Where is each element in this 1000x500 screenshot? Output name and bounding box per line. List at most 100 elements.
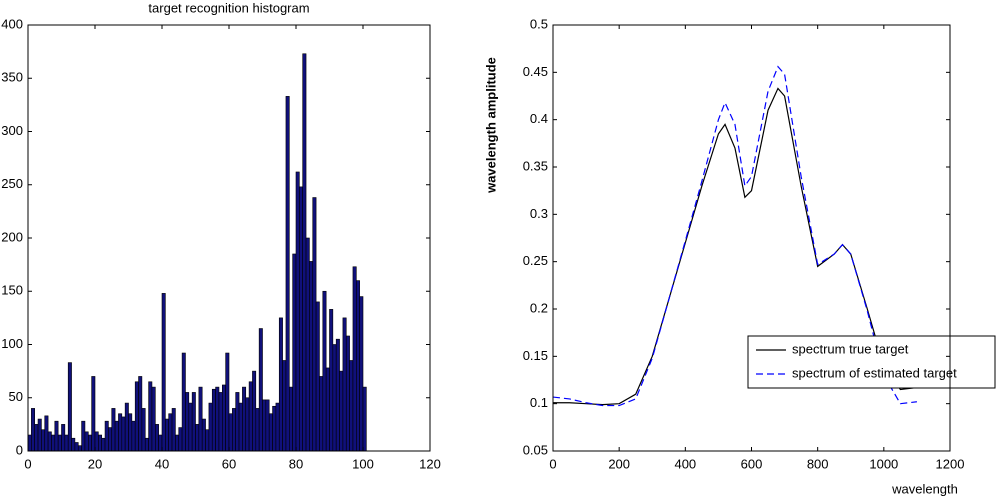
- bar: [235, 392, 240, 452]
- bar: [84, 431, 89, 452]
- bar: [352, 266, 357, 452]
- bar: [252, 370, 257, 452]
- bar: [272, 405, 277, 452]
- bar: [205, 429, 210, 452]
- bar: [51, 434, 56, 452]
- chart-title: target recognition histogram: [148, 0, 309, 15]
- y-tick-label: 0: [16, 442, 23, 457]
- x-tick-label: 800: [807, 456, 829, 471]
- bar: [94, 431, 99, 452]
- bar: [339, 370, 344, 452]
- bar: [175, 434, 180, 452]
- legend-label: spectrum true target: [792, 341, 909, 356]
- bar: [71, 437, 76, 452]
- x-tick-label: 60: [222, 456, 236, 471]
- y-tick-label: 0.45: [523, 64, 548, 79]
- bar: [215, 386, 220, 452]
- bar: [342, 317, 347, 452]
- bar: [258, 328, 263, 452]
- bar: [178, 427, 183, 452]
- x-tick-label: 1200: [936, 456, 965, 471]
- bar: [91, 376, 96, 452]
- bar: [232, 408, 237, 452]
- bar: [309, 261, 314, 452]
- legend-label: spectrum of estimated target: [792, 365, 957, 380]
- bar: [299, 186, 304, 452]
- bar: [168, 413, 173, 452]
- bar: [124, 402, 129, 452]
- bar: [138, 376, 143, 452]
- x-tick-label: 1000: [869, 456, 898, 471]
- bar: [275, 402, 280, 452]
- y-tick-label: 0.4: [530, 111, 548, 126]
- x-axis-label: wavelength: [891, 481, 958, 496]
- legend-box: [747, 335, 996, 389]
- x-tick-label: 0: [549, 456, 556, 471]
- bar: [248, 381, 253, 452]
- bar: [165, 418, 170, 452]
- y-tick-label: 250: [1, 176, 23, 191]
- bar: [57, 434, 62, 452]
- bar: [47, 431, 52, 452]
- bar: [31, 408, 36, 452]
- y-tick-label: 200: [1, 229, 23, 244]
- y-tick-label: 150: [1, 283, 23, 298]
- bar: [54, 420, 59, 452]
- bar: [292, 253, 297, 452]
- bar: [27, 434, 32, 452]
- bar: [34, 424, 39, 452]
- bar: [77, 445, 82, 452]
- x-tick-label: 600: [741, 456, 763, 471]
- y-tick-label: 350: [1, 70, 23, 85]
- bar: [265, 399, 270, 452]
- bar: [108, 427, 113, 452]
- y-tick-label: 0.2: [530, 300, 548, 315]
- x-tick-label: 400: [674, 456, 696, 471]
- bar: [359, 296, 364, 452]
- bar: [74, 442, 79, 452]
- bar: [195, 424, 200, 452]
- bar: [225, 352, 230, 452]
- y-tick-label: 0.25: [523, 253, 548, 268]
- bar: [325, 367, 330, 452]
- bar: [181, 352, 186, 452]
- bar: [111, 408, 116, 452]
- bar: [188, 402, 193, 452]
- x-tick-label: 100: [352, 456, 374, 471]
- bar: [88, 434, 92, 452]
- bar: [81, 420, 86, 452]
- y-axis-label: wavelength amplitude: [483, 57, 498, 194]
- bar: [64, 434, 69, 452]
- bar: [332, 344, 337, 452]
- y-tick-label: 0.3: [530, 206, 548, 221]
- bar: [288, 386, 293, 452]
- x-tick-label: 200: [608, 456, 630, 471]
- bar: [67, 362, 72, 452]
- y-tick-label: 50: [9, 389, 23, 404]
- bar: [208, 402, 213, 452]
- bar: [104, 420, 109, 452]
- bar: [121, 416, 126, 452]
- y-tick-label: 100: [1, 336, 23, 351]
- bar: [201, 418, 206, 452]
- line-series: [552, 65, 917, 407]
- bar: [222, 384, 226, 452]
- bar: [362, 386, 367, 452]
- bar: [37, 418, 42, 452]
- bar: [285, 96, 290, 452]
- y-tick-label: 0.5: [530, 16, 548, 31]
- bar: [128, 413, 133, 452]
- bar: [141, 408, 146, 452]
- bar: [255, 408, 260, 452]
- bar: [282, 360, 287, 452]
- bar: [171, 408, 176, 452]
- y-tick-label: 0.05: [523, 442, 548, 457]
- bar: [155, 424, 159, 452]
- bar: [268, 413, 273, 452]
- x-tick-label: 0: [24, 456, 31, 471]
- bar: [131, 420, 136, 452]
- bar: [118, 413, 123, 452]
- bar: [312, 197, 317, 452]
- bar: [322, 290, 327, 452]
